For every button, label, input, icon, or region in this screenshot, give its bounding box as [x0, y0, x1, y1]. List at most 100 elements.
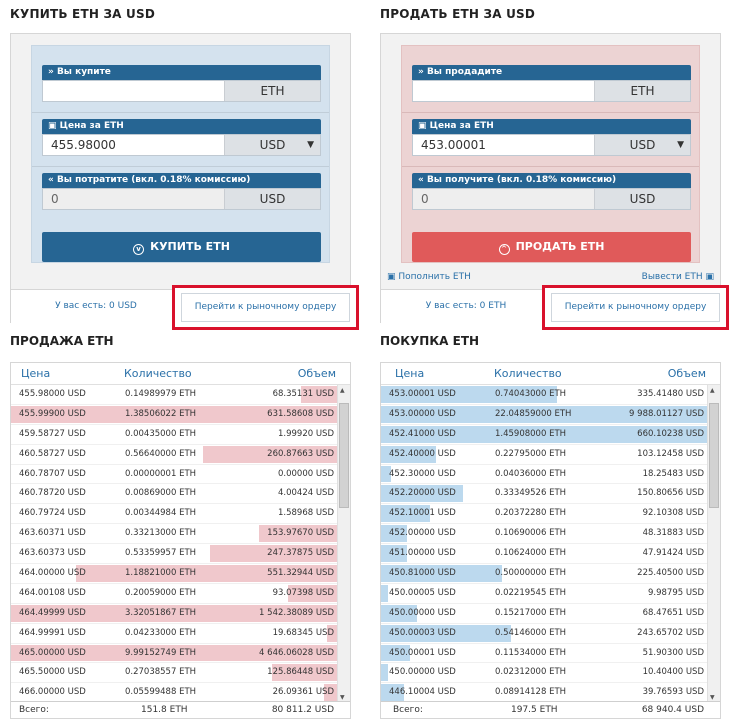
buy-total-value: 0: [43, 189, 224, 209]
ask-row[interactable]: 464.00000 USD 1.18821000 ETH 551.32944 USD: [11, 564, 337, 584]
sell-column: ПРОДАТЬ ETH ЗА USD » Вы продадите ETH ▣ …: [380, 0, 729, 330]
ask-row[interactable]: 463.60371 USD 0.33213000 ETH 153.97670 USD: [11, 524, 337, 545]
ask-row[interactable]: 455.99900 USD 1.38506022 ETH 631.58608 USD: [11, 405, 337, 425]
bid-row[interactable]: 446.10004 USD 0.08914128 ETH 39.76593 USD: [381, 683, 707, 704]
sell-price-currency-select[interactable]: USD ▼: [594, 135, 690, 155]
asks-scroll-thumb[interactable]: [339, 403, 349, 508]
buy-eth-button[interactable]: v КУПИТЬ ETH: [42, 232, 321, 262]
chevron-down-icon: ▼: [307, 140, 314, 150]
ask-qty: 0.56640000 ETH: [125, 448, 197, 459]
bid-price: 450.00005 USD: [389, 587, 456, 598]
sell-market-order-link[interactable]: Перейти к рыночному ордеру: [551, 293, 720, 322]
deposit-eth-link[interactable]: ▣ Пополнить ETH: [387, 272, 471, 282]
asks-header-vol[interactable]: Объем: [297, 367, 336, 380]
bid-qty: 0.33349526 ETH: [495, 488, 567, 499]
ask-row[interactable]: 460.78720 USD 0.00869000 ETH 4.00424 USD: [11, 484, 337, 505]
buy-amount-currency: ETH: [224, 81, 320, 101]
chevron-down-circle-icon: v: [133, 244, 145, 255]
buy-amount-input[interactable]: [43, 81, 224, 101]
ask-price: 459.58727 USD: [19, 428, 86, 439]
sell-eth-button[interactable]: ^ ПРОДАТЬ ETH: [412, 232, 691, 262]
ask-vol: 1.58968 USD: [277, 508, 334, 519]
sell-total-currency: USD: [594, 189, 690, 209]
ask-row[interactable]: 465.50000 USD 0.27038557 ETH 125.86448 USD: [11, 663, 337, 684]
bid-row[interactable]: 452.00000 USD 0.10690006 ETH 48.31883 USD: [381, 524, 707, 545]
bids-header-qty[interactable]: Количество: [494, 367, 562, 380]
sell-form: » Вы продадите ETH ▣ Цена за ETH 453.000…: [380, 33, 729, 330]
sell-amount-label: » Вы продадите: [412, 65, 691, 80]
bid-row[interactable]: 452.30000 USD 0.04036000 ETH 18.25483 USD: [381, 465, 707, 485]
ask-qty: 0.53359957 ETH: [125, 548, 197, 559]
bids-header-vol[interactable]: Объем: [667, 367, 706, 380]
bid-row[interactable]: 450.00005 USD 0.02219545 ETH 9.98795 USD: [381, 584, 707, 604]
ask-row[interactable]: 464.99991 USD 0.04233000 ETH 19.68345 USD: [11, 624, 337, 644]
ask-row[interactable]: 463.60373 USD 0.53359957 ETH 247.37875 USD: [11, 544, 337, 565]
ask-depth-bar: [11, 644, 337, 662]
bid-price: 452.10001 USD: [389, 508, 456, 519]
buy-amount-label: » Вы купите: [42, 65, 321, 80]
ask-row[interactable]: 460.78707 USD 0.00000001 ETH 0.00000 USD: [11, 465, 337, 485]
buy-total-label: « Вы потратите (вкл. 0.18% комиссию): [42, 173, 321, 188]
ask-price: 455.98000 USD: [19, 389, 86, 399]
ask-row[interactable]: 465.00000 USD 9.99152749 ETH 4 646.06028 U…: [11, 644, 337, 664]
ask-price: 465.00000 USD: [19, 647, 86, 658]
ask-row[interactable]: 464.49999 USD 3.32051867 ETH 1 542.38089 U…: [11, 604, 337, 624]
bid-depth-bar: [381, 485, 463, 503]
ask-row[interactable]: 460.79724 USD 0.00344984 ETH 1.58968 USD: [11, 504, 337, 525]
ask-price: 460.79724 USD: [19, 508, 86, 519]
scroll-down-icon[interactable]: ▼: [710, 694, 715, 701]
bid-row[interactable]: 453.00000 USD 22.04859000 ETH 9 988.01127 …: [381, 405, 707, 425]
bid-row[interactable]: 452.10001 USD 0.20372280 ETH 92.10308 USD: [381, 504, 707, 525]
withdraw-eth-link[interactable]: Вывести ETH ▣: [641, 272, 714, 282]
buy-price-currency-select[interactable]: USD ▼: [224, 135, 320, 155]
ask-price: 464.00108 USD: [19, 587, 86, 598]
bid-row[interactable]: 452.41000 USD 1.45908000 ETH 660.10238 USD: [381, 425, 707, 445]
sell-section-title: ПРОДАТЬ ETH ЗА USD: [380, 7, 536, 21]
sell-amount-input[interactable]: [413, 81, 594, 101]
bid-row[interactable]: 450.00001 USD 0.11534000 ETH 51.90300 USD: [381, 644, 707, 664]
bids-scrollbar[interactable]: ▲ ▼: [707, 385, 720, 703]
asks-header-price[interactable]: Цена: [21, 367, 51, 380]
ask-row[interactable]: 466.00000 USD 0.05599488 ETH 26.09361 USD: [11, 683, 337, 704]
bid-row[interactable]: 450.00003 USD 0.54146000 ETH 243.65702 USD: [381, 624, 707, 644]
ask-row[interactable]: 464.00108 USD 0.20059000 ETH 93.07398 USD: [11, 584, 337, 604]
ask-row[interactable]: 460.58727 USD 0.56640000 ETH 260.87663 USD: [11, 445, 337, 465]
buy-market-order-link[interactable]: Перейти к рыночному ордеру: [181, 293, 350, 322]
buy-price-input[interactable]: 455.98000: [51, 138, 116, 152]
sell-form-panel: » Вы продадите ETH ▣ Цена за ETH 453.000…: [401, 45, 700, 263]
bid-depth-bar: [381, 684, 404, 702]
bid-qty: 0.02312000 ETH: [495, 667, 567, 678]
bid-row[interactable]: 450.00000 USD 0.15217000 ETH 68.47651 USD: [381, 604, 707, 624]
asks-header-qty[interactable]: Количество: [124, 367, 192, 380]
ask-vol: 631.58608 USD: [267, 408, 334, 419]
scroll-down-icon[interactable]: ▼: [340, 694, 345, 701]
bid-price: 450.00000 USD: [389, 667, 456, 678]
ask-price: 460.78707 USD: [19, 468, 86, 479]
ask-row[interactable]: 459.58727 USD 0.00435000 ETH 1.99920 USD: [11, 425, 337, 445]
sell-total-label: « Вы получите (вкл. 0.18% комиссию): [412, 173, 691, 188]
ask-row[interactable]: 455.98000 USD 0.14989979 ETH 68.35131 USD: [11, 385, 337, 405]
asks-rows: 455.98000 USD 0.14989979 ETH 68.35131 USD 4…: [11, 385, 337, 704]
bid-row[interactable]: 452.40000 USD 0.22795000 ETH 103.12458 USD: [381, 445, 707, 465]
bid-row[interactable]: 453.00001 USD 0.74043000 ETH 335.41480 USD: [381, 385, 707, 405]
bid-row[interactable]: 451.00000 USD 0.10624000 ETH 47.91424 USD: [381, 544, 707, 565]
bids-header-price[interactable]: Цена: [395, 367, 425, 380]
sell-price-input[interactable]: 453.00001: [421, 138, 486, 152]
buy-price-field: ▣ Цена за ETH 455.98000 USD ▼: [42, 119, 321, 156]
buy-total-field: « Вы потратите (вкл. 0.18% комиссию) 0 U…: [42, 173, 321, 210]
asks-scrollbar[interactable]: ▲ ▼: [337, 385, 350, 703]
bid-price: 452.30000 USD: [389, 468, 456, 479]
scroll-up-icon[interactable]: ▲: [340, 387, 345, 394]
bid-vol: 335.41480 USD: [637, 389, 704, 399]
wallet-icon: ▣: [387, 272, 399, 282]
bid-row[interactable]: 452.20000 USD 0.33349526 ETH 150.80656 USD: [381, 484, 707, 505]
asks-orderbook: Цена Количество Объем 455.98000 USD 0.149…: [10, 362, 351, 719]
ask-price: 463.60373 USD: [19, 548, 86, 559]
buy-form-panel: » Вы купите ETH ▣ Цена за ETH 455.98000 …: [31, 45, 330, 263]
bids-scroll-thumb[interactable]: [709, 403, 719, 508]
bid-depth-bar: [381, 604, 417, 622]
bid-row[interactable]: 450.81000 USD 0.50000000 ETH 225.40500 USD: [381, 564, 707, 584]
bid-row[interactable]: 450.00000 USD 0.02312000 ETH 10.40400 USD: [381, 663, 707, 684]
bids-orderbook: Цена Количество Объем 453.00001 USD 0.740…: [380, 362, 721, 719]
scroll-up-icon[interactable]: ▲: [710, 387, 715, 394]
